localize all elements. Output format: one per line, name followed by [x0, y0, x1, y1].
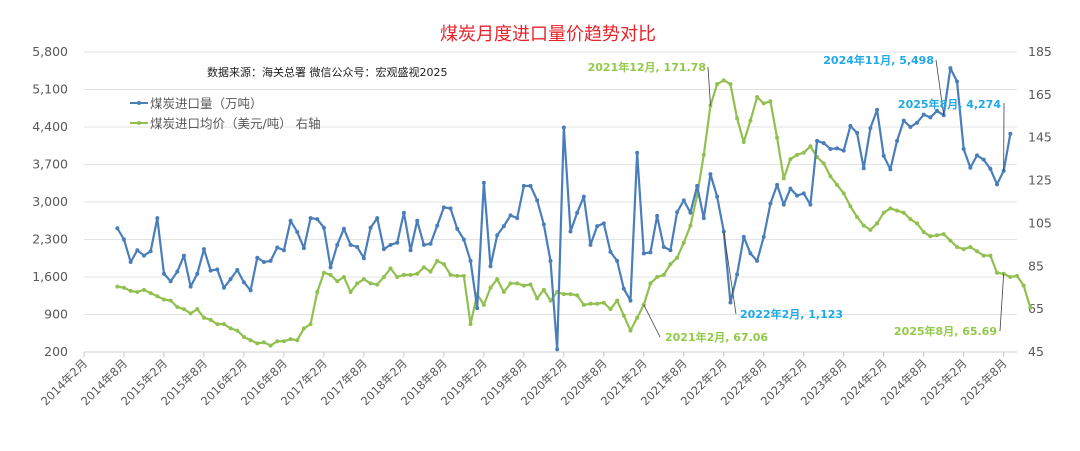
y-right-tick-label: 45 — [1028, 344, 1044, 359]
y-right-tick-label: 85 — [1028, 258, 1044, 273]
gridlines — [84, 51, 1017, 353]
y-left-tick-label: 3,000 — [32, 194, 68, 209]
y-left-tick-label: 1,600 — [32, 269, 68, 284]
annotation-label: 2022年2月, 1,123 — [740, 307, 843, 321]
y-right-tick-label: 65 — [1028, 301, 1044, 316]
y-right-tick-label: 185 — [1028, 44, 1052, 59]
y-left-tick-label: 3,700 — [32, 157, 68, 172]
legend-item-volume: 煤炭进口量（万吨） — [130, 96, 263, 111]
annotation-label: 2024年11月, 5,498 — [823, 53, 934, 67]
y-right-tick-label: 125 — [1028, 173, 1052, 188]
y-left-tick-label: 2,300 — [32, 232, 68, 247]
annotation-label: 2025年8月, 65.69 — [894, 324, 997, 338]
source-note: 数据来源：海关总署 微信公众号：宏观盛视2025 — [207, 65, 448, 79]
y-left-tick-label: 5,800 — [32, 44, 68, 59]
legend-label-price: 煤炭进口均价（美元/吨） 右轴 — [150, 116, 321, 131]
y-left-tick-label: 5,100 — [32, 82, 68, 97]
annotation-label: 2021年12月, 171.78 — [588, 60, 706, 74]
y-left-tick-label: 200 — [44, 344, 68, 359]
chart-title: 煤炭月度进口量价趋势对比 — [440, 24, 656, 45]
annotation-label: 2025年8月, 4,274 — [898, 97, 1001, 111]
legend: 煤炭进口量（万吨） 煤炭进口均价（美元/吨） 右轴 — [130, 96, 321, 131]
left-y-axis: 200 900 1,600 2,300 3,000 3,700 4,400 5,100 5,80… — [32, 44, 68, 359]
legend-item-price: 煤炭进口均价（美元/吨） 右轴 — [130, 116, 321, 131]
annotation-label: 2021年2月, 67.06 — [665, 330, 768, 344]
y-left-tick-label: 4,400 — [32, 119, 68, 134]
right-y-axis: 45 65 85 105 125 145 165 185 — [1028, 44, 1052, 359]
y-right-tick-label: 145 — [1028, 130, 1052, 145]
plot-series — [115, 66, 1033, 352]
legend-label-volume: 煤炭进口量（万吨） — [150, 96, 263, 111]
y-left-tick-label: 900 — [44, 307, 68, 322]
x-axis: 2014年2月2014年8月2015年2月2015年8月2016年2月2016年… — [38, 351, 1017, 408]
data-annotations: 2021年12月, 171.78 2021年2月, 67.06 2022年2月, 1… — [588, 53, 1005, 344]
y-right-tick-label: 165 — [1028, 87, 1052, 102]
y-right-tick-label: 105 — [1028, 215, 1052, 230]
